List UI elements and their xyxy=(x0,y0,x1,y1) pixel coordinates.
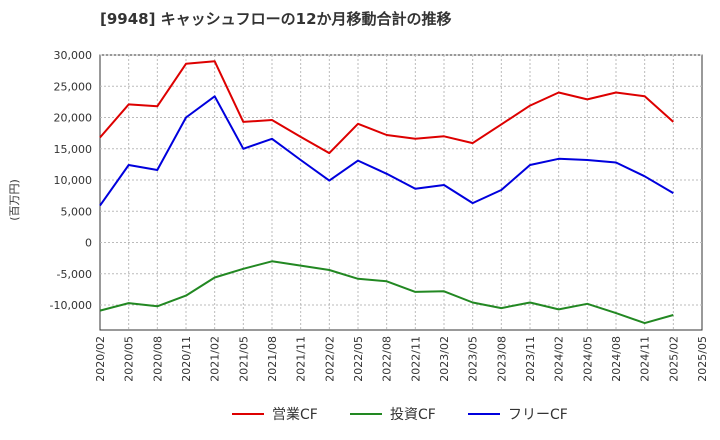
y-tick-label: 10,000 xyxy=(54,174,93,187)
x-tick-label: 2020/02 xyxy=(94,336,107,382)
x-tick-label: 2022/05 xyxy=(352,336,365,382)
x-tick-label: 2021/08 xyxy=(266,336,279,382)
y-tick-label: -5,000 xyxy=(57,268,92,281)
y-gridlines xyxy=(100,54,702,306)
x-tick-label: 2020/11 xyxy=(180,336,193,382)
x-tick-label: 2025/05 xyxy=(696,336,709,382)
x-tick-label: 2023/02 xyxy=(438,336,451,382)
x-tick-label: 2024/08 xyxy=(610,336,623,382)
y-tick-label: 25,000 xyxy=(54,80,93,93)
x-tick-label: 2021/11 xyxy=(295,336,308,382)
y-tick-label: 0 xyxy=(85,237,92,250)
y-tick-label: 20,000 xyxy=(54,112,93,125)
x-tick-label: 2025/02 xyxy=(667,336,680,382)
x-tick-label: 2023/05 xyxy=(467,336,480,382)
legend-label: 投資CF xyxy=(390,407,436,423)
x-tick-label: 2024/11 xyxy=(639,336,652,382)
x-tick-labels: 2020/02 2020/05 2020/08 2020/11 2021/02 2021/… xyxy=(94,336,709,382)
series-lines xyxy=(99,60,674,325)
series-line-3 xyxy=(99,95,674,207)
legend-label: フリーCF xyxy=(508,407,568,423)
x-tick-label: 2024/05 xyxy=(581,336,594,382)
y-tick-label: -10,000 xyxy=(50,299,92,312)
y-axis-label: (百万円) xyxy=(8,179,21,221)
series-line-1 xyxy=(99,60,674,155)
legend: 営業CF 投資CF フリーCF xyxy=(232,407,568,423)
y-tick-label: 15,000 xyxy=(54,143,93,156)
x-tick-label: 2020/05 xyxy=(123,336,136,382)
x-tick-label: 2022/02 xyxy=(323,336,336,382)
chart-title: [9948] キャッシュフローの12か月移動合計の推移 xyxy=(100,10,452,28)
x-tick-label: 2022/08 xyxy=(381,336,394,382)
y-tick-label: 5,000 xyxy=(61,205,93,218)
x-tick-label: 2021/02 xyxy=(209,336,222,382)
y-tick-label: 30,000 xyxy=(54,49,93,62)
x-tick-label: 2022/11 xyxy=(409,336,422,382)
x-tick-label: 2021/05 xyxy=(237,336,250,382)
x-tick-label: 2020/08 xyxy=(151,336,164,382)
x-tick-label: 2024/02 xyxy=(553,336,566,382)
x-gridlines xyxy=(128,55,674,330)
series-line-2 xyxy=(99,260,674,325)
y-tick-labels: 30,000 25,000 20,000 15,000 10,000 5,000 0 -5,0… xyxy=(50,49,92,312)
x-tick-label: 2023/08 xyxy=(495,336,508,382)
x-tick-label: 2023/11 xyxy=(524,336,537,382)
legend-label: 営業CF xyxy=(272,407,318,423)
plot-area xyxy=(99,54,703,331)
